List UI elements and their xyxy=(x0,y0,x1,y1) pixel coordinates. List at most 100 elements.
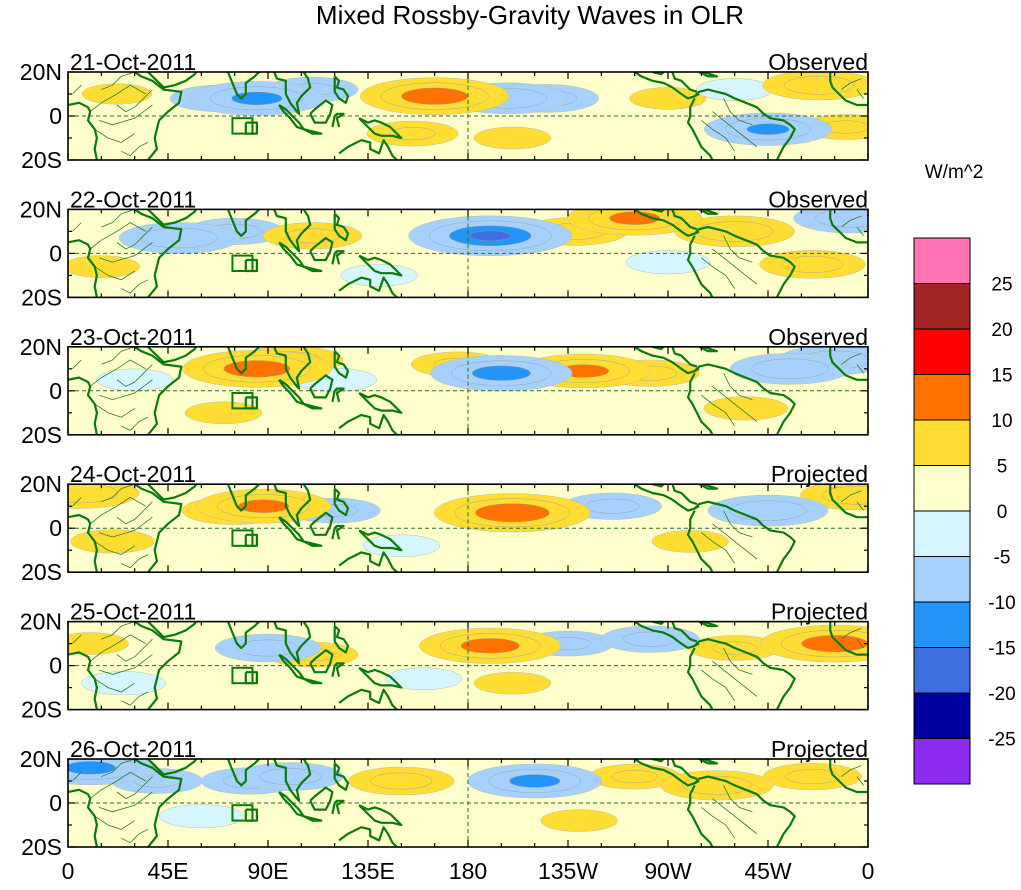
coastline xyxy=(333,213,350,242)
coastline xyxy=(68,101,98,160)
anomaly-cell xyxy=(70,529,155,554)
x-axis: 0 45E 90E 135E 180 135W 90W 45W 0 xyxy=(62,858,875,884)
anomaly-cell xyxy=(408,215,573,257)
coastline xyxy=(829,621,868,656)
anomaly-cell xyxy=(729,353,851,385)
anomaly-cell xyxy=(237,762,344,791)
map-outlines xyxy=(68,209,868,298)
region-box xyxy=(231,254,254,273)
coastline xyxy=(331,387,345,403)
panel-status: Observed xyxy=(768,186,868,212)
coastline xyxy=(698,209,718,215)
anomaly-cell xyxy=(540,809,618,832)
colorbar-tick-label: -5 xyxy=(994,548,1011,569)
anomaly-cell xyxy=(703,396,789,421)
anomaly-cell xyxy=(196,488,332,524)
coastline xyxy=(634,209,700,237)
coastline xyxy=(338,276,398,298)
coastline xyxy=(134,759,183,847)
coastline xyxy=(309,374,334,399)
colorbar-swatch xyxy=(913,328,971,375)
region-box xyxy=(231,117,254,135)
anomaly-cell xyxy=(762,72,868,101)
coastline xyxy=(698,72,718,78)
lat-label: 20N xyxy=(20,334,62,360)
anomaly-cell xyxy=(214,633,322,663)
country-border xyxy=(101,346,135,365)
colorbar-swatch xyxy=(913,237,971,284)
colorbar-tick-label: -15 xyxy=(988,639,1015,660)
map-outlines xyxy=(68,621,868,710)
lat-label: 0 xyxy=(49,240,62,266)
coastline xyxy=(829,346,868,381)
lon-label: 90W xyxy=(644,858,692,884)
coastline xyxy=(303,402,323,410)
panel-date: 25-Oct-2011 xyxy=(70,599,196,625)
country-border xyxy=(121,416,149,431)
coastline xyxy=(358,117,403,140)
country-border xyxy=(116,638,153,662)
country-border xyxy=(712,798,758,835)
coastline xyxy=(829,484,868,519)
anomaly-contour xyxy=(81,671,166,696)
lat-label: 20S xyxy=(21,559,62,585)
coastline xyxy=(331,799,345,815)
region-box xyxy=(231,529,254,547)
colorbar-swatch xyxy=(913,601,971,648)
country-border xyxy=(101,759,135,777)
colorbar-tick-label: -10 xyxy=(988,593,1015,614)
country-border xyxy=(701,669,736,702)
country-border xyxy=(701,120,736,152)
anomaly-cell xyxy=(629,87,707,110)
country-border xyxy=(101,72,135,90)
colorbar-tick-label: 5 xyxy=(997,457,1008,478)
anomaly-cell xyxy=(68,759,158,786)
coastline xyxy=(68,239,98,298)
lon-label: 0 xyxy=(862,858,875,884)
anomaly-cell xyxy=(600,625,700,653)
panel-date: 21-Oct-2011 xyxy=(70,49,196,75)
anomaly-contour xyxy=(746,123,790,135)
anomaly-cell xyxy=(434,493,591,533)
coastline xyxy=(333,350,350,379)
panel-date: 26-Oct-2011 xyxy=(70,736,196,762)
lon-label: 135E xyxy=(341,858,395,884)
country-border xyxy=(94,541,135,556)
country-border xyxy=(101,209,135,228)
country-border xyxy=(89,634,146,662)
lat-label: 20S xyxy=(21,834,62,860)
anomaly-contour xyxy=(784,75,855,95)
map-outlines xyxy=(68,72,868,160)
anomaly-cell xyxy=(419,627,562,664)
anomaly-field xyxy=(96,346,868,425)
anomaly-cell xyxy=(384,667,463,691)
anomaly-cell xyxy=(473,671,552,695)
lon-label: 90E xyxy=(248,858,289,884)
map-outlines xyxy=(68,759,868,847)
anomaly-contour xyxy=(68,761,116,775)
coastline xyxy=(358,254,403,277)
country-border xyxy=(98,516,153,538)
anomaly-contour xyxy=(751,358,829,379)
coastline xyxy=(273,346,312,390)
colorbar: 25 20 15 10 5 0 -5 -10 -15 -20 -25 W/m^2 xyxy=(913,162,1016,785)
coastline xyxy=(338,139,398,160)
panel-status: Projected xyxy=(771,599,868,625)
panel-1: 20N 0 20S 21-Oct-2011 Observed xyxy=(20,49,869,173)
anomaly-contour xyxy=(473,671,552,695)
coastline xyxy=(686,97,714,160)
coastline xyxy=(226,484,261,512)
country-border xyxy=(712,248,758,285)
coastline xyxy=(686,784,714,847)
colorbar-swatch xyxy=(913,374,971,421)
coastline xyxy=(134,209,183,298)
lat-label: 0 xyxy=(49,515,62,541)
country-border xyxy=(841,353,862,365)
panel-status: Projected xyxy=(771,736,868,762)
country-border xyxy=(121,142,149,157)
country-border xyxy=(72,497,864,511)
coastline xyxy=(331,112,345,128)
coastline xyxy=(303,540,323,547)
country-border xyxy=(98,791,153,813)
anomaly-contour xyxy=(96,368,174,392)
